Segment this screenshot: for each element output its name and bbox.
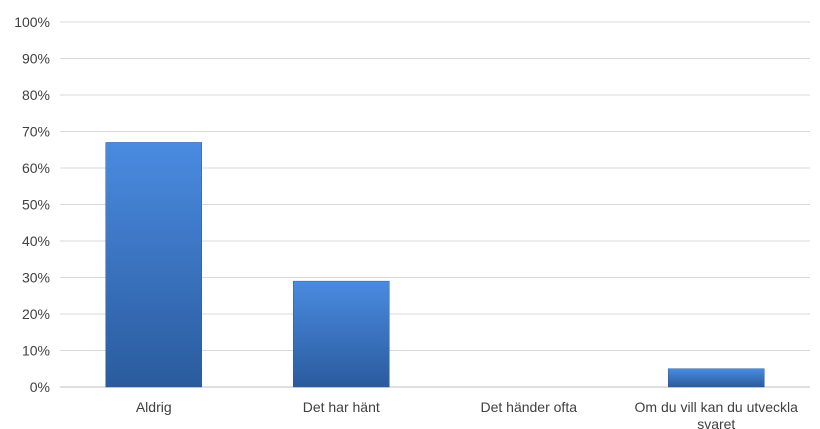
bar: [105, 142, 202, 388]
y-tick-label: 40%: [22, 233, 50, 249]
y-tick-label: 70%: [22, 124, 50, 140]
y-axis: 0% 10% 20% 30% 40% 50% 60% 70% 80% 90% 100%: [14, 14, 50, 395]
y-tick-label: 0%: [30, 379, 50, 395]
y-tick-label: 80%: [22, 87, 50, 103]
y-tick-label: 50%: [22, 197, 50, 213]
x-tick-label: Aldrig: [136, 399, 172, 415]
y-tick-label: 20%: [22, 306, 50, 322]
y-tick-label: 30%: [22, 270, 50, 286]
x-axis: Aldrig Det har hänt Det händer ofta Om du v…: [136, 399, 798, 429]
bar: [668, 368, 765, 388]
x-tick-label: Om du vill kan du utveckla svaret: [635, 399, 799, 429]
y-tick-label: 100%: [14, 14, 50, 30]
bars: [105, 142, 765, 388]
y-tick-label: 60%: [22, 160, 50, 176]
bar: [293, 280, 390, 388]
y-tick-label: 90%: [22, 51, 50, 67]
x-tick-label: Det har hänt: [303, 399, 380, 415]
x-tick-label: Det händer ofta: [480, 399, 577, 415]
y-tick-label: 10%: [22, 343, 50, 359]
